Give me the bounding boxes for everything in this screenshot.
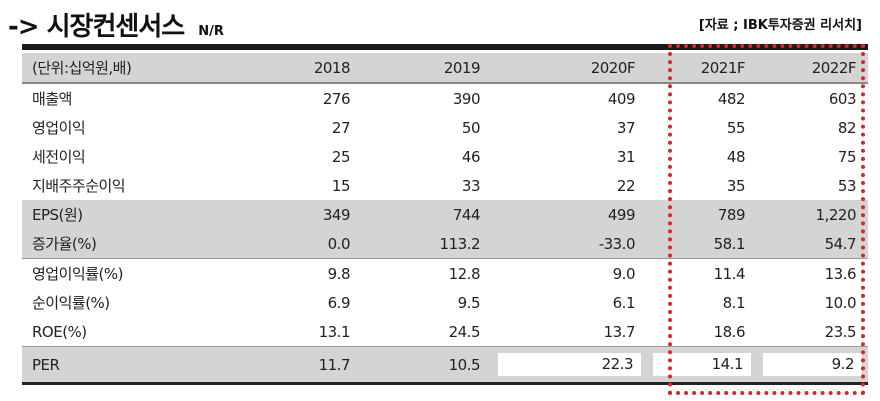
- table-cell: 18.6: [647, 317, 757, 347]
- table-cell: 10.0: [824, 293, 857, 312]
- table-cell: 11.7: [242, 346, 362, 385]
- header-row: (단위:십억원,배) 2018 2019 2020F 2021F 2022F: [22, 53, 868, 84]
- table-row: 영업이익 27 50 37 55 82: [22, 113, 868, 142]
- page-title: -> 시장컨센서스 N/R: [8, 6, 224, 43]
- row-label: 세전이익: [32, 148, 86, 166]
- table-cell: 50: [461, 118, 481, 137]
- table-cell: 22.3: [492, 346, 647, 385]
- table-cell: 13.1: [242, 317, 362, 347]
- title-text: 시장컨센서스: [46, 12, 186, 42]
- table-cell: 53: [837, 176, 857, 195]
- year-header: 2019: [362, 53, 492, 84]
- unit-label: (단위:십억원,배): [22, 53, 242, 84]
- table-cell: 33: [461, 176, 481, 195]
- row-label: EPS(원): [22, 200, 242, 229]
- row-label: PER: [22, 346, 242, 385]
- table-cell: 9.2: [757, 346, 868, 385]
- table-cell: 82: [837, 118, 857, 137]
- table-cell: 14.1: [647, 346, 757, 385]
- row-label: 순이익률(%): [32, 294, 110, 312]
- table-cell: 46: [461, 147, 481, 166]
- table-cell: 11.4: [713, 264, 746, 283]
- table-cell: 6.1: [612, 293, 636, 312]
- year-header: 2018: [242, 53, 362, 84]
- table-cell: 1,220: [757, 200, 868, 229]
- table-cell: 13.7: [492, 317, 647, 347]
- year-header: 2020F: [492, 53, 647, 84]
- table-cell: 58.1: [647, 229, 757, 259]
- year-header: 2021F: [647, 53, 757, 84]
- table-row: PER 11.7 10.5 22.3 14.1 9.2: [22, 346, 868, 385]
- table-row: 지배주주순이익 15 33 22 35 53: [22, 171, 868, 200]
- table-cell: 8.1: [722, 293, 746, 312]
- table-cell: 276: [322, 89, 351, 108]
- table-cell: 37: [616, 118, 636, 137]
- table-row: 매출액 276 390 409 482 603: [22, 83, 868, 113]
- table-cell: 75: [837, 147, 857, 166]
- table-cell: 10.5: [362, 346, 492, 385]
- table-cell: -33.0: [492, 229, 647, 259]
- table-cell: 48: [726, 147, 746, 166]
- table-cell: 744: [362, 200, 492, 229]
- table-cell: 603: [828, 89, 857, 108]
- table-row: 순이익률(%) 6.9 9.5 6.1 8.1 10.0: [22, 288, 868, 317]
- row-label: 영업이익률(%): [32, 265, 123, 283]
- table-cell: 13.6: [824, 264, 857, 283]
- table-cell: 113.2: [362, 229, 492, 259]
- table-cell: 6.9: [327, 293, 351, 312]
- table-row: 세전이익 25 46 31 48 75: [22, 142, 868, 171]
- table-cell: 9.0: [612, 264, 636, 283]
- table-cell: 9.5: [457, 293, 481, 312]
- table-cell: 789: [647, 200, 757, 229]
- table-row: 증가율(%) 0.0 113.2 -33.0 58.1 54.7: [22, 229, 868, 259]
- table-cell: 25: [331, 147, 351, 166]
- cell-value: 14.1: [653, 353, 751, 376]
- table-cell: 35: [726, 176, 746, 195]
- table-cell: 15: [331, 176, 351, 195]
- table-cell: 499: [492, 200, 647, 229]
- table-cell: 390: [452, 89, 481, 108]
- cell-value: 9.2: [763, 353, 862, 376]
- row-label: ROE(%): [22, 317, 242, 347]
- year-header: 2022F: [757, 53, 868, 84]
- row-label: 증가율(%): [22, 229, 242, 259]
- table-cell: 12.8: [448, 264, 481, 283]
- table-row: 영업이익률(%) 9.8 12.8 9.0 11.4 13.6: [22, 259, 868, 289]
- table-cell: 409: [607, 89, 636, 108]
- row-label: 매출액: [32, 90, 72, 108]
- cell-value: 22.3: [498, 353, 641, 376]
- table-cell: 482: [717, 89, 746, 108]
- table-cell: 31: [616, 147, 636, 166]
- table-cell: 9.8: [327, 264, 351, 283]
- table-row: EPS(원) 349 744 499 789 1,220: [22, 200, 868, 229]
- table-cell: 349: [242, 200, 362, 229]
- rating-tag: N/R: [198, 24, 224, 39]
- table-cell: 22: [616, 176, 636, 195]
- row-label: 지배주주순이익: [32, 177, 126, 195]
- consensus-table: (단위:십억원,배) 2018 2019 2020F 2021F 2022F 매…: [22, 53, 868, 385]
- source-label: [자료 ; IBK투자증권 리서치]: [698, 18, 862, 33]
- row-label: 영업이익: [32, 119, 86, 137]
- table-cell: 0.0: [242, 229, 362, 259]
- table-cell: 54.7: [757, 229, 868, 259]
- table-cell: 24.5: [362, 317, 492, 347]
- table-cell: 23.5: [757, 317, 868, 347]
- top-divider: [22, 44, 868, 50]
- arrow-icon: ->: [8, 12, 40, 42]
- table-row: ROE(%) 13.1 24.5 13.7 18.6 23.5: [22, 317, 868, 347]
- table-cell: 55: [726, 118, 746, 137]
- table-cell: 27: [331, 118, 351, 137]
